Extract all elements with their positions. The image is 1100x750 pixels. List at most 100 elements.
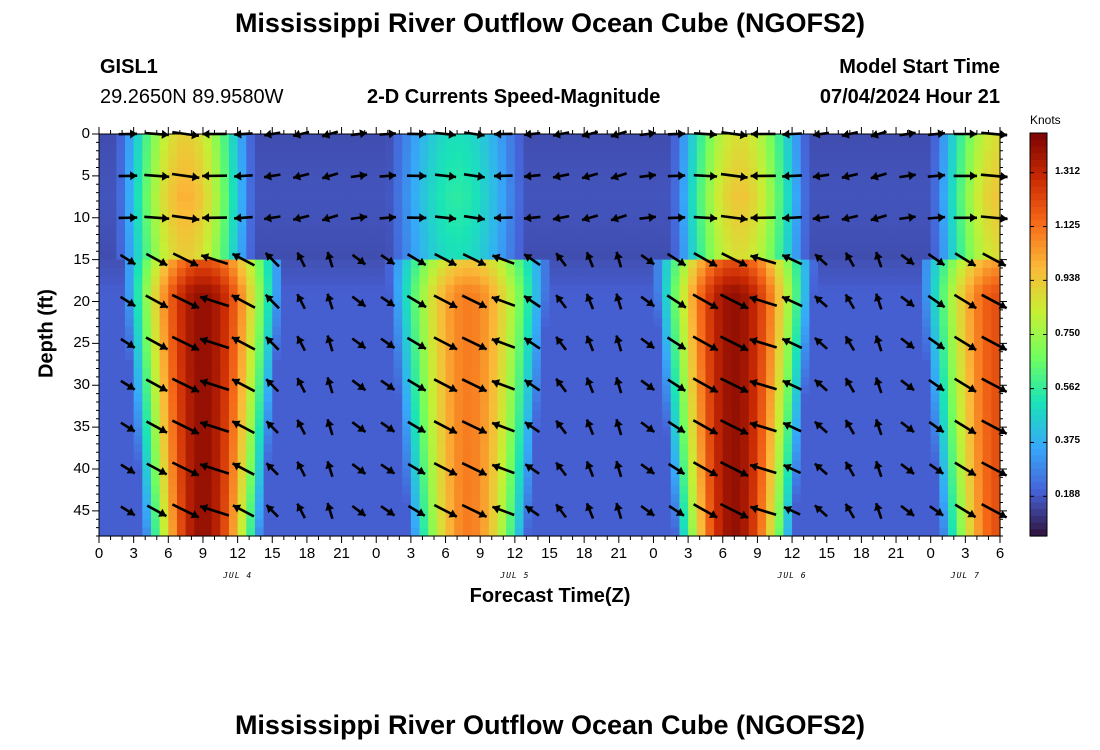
vector-arrow [693,213,718,223]
vector-arrow [118,171,138,181]
vector-arrow [461,294,488,309]
x-tick-label: 9 [476,545,485,562]
vector-arrow [640,379,656,392]
y-tick-label: 10 [73,208,90,226]
vector-arrow [263,213,281,223]
vector-arrow [782,463,802,475]
vector-arrow [406,213,427,223]
vector-arrow [900,463,915,475]
vector-arrow [199,378,230,392]
vector-arrow [900,253,915,266]
x-tick-label: 18 [853,545,870,562]
vector-arrow [555,336,568,351]
vector-arrow [749,504,777,517]
y-tick-label: 15 [73,250,90,268]
vector-arrow [782,421,802,433]
vector-arrow [523,379,541,392]
vector-arrow [844,335,856,352]
vector-arrow [171,461,200,477]
x-tick-label: 0 [372,545,381,562]
vector-arrow [406,336,427,351]
x-tick-label: 18 [298,545,316,562]
vector-arrow [407,504,426,517]
vector-arrow [119,253,137,266]
vector-arrow [321,213,339,223]
vector-arrow [614,418,623,436]
vector-arrow [407,378,427,392]
vector-arrow [927,171,946,181]
vector-arrow [783,505,801,516]
vector-arrow [692,461,719,477]
vector-arrow [380,337,396,350]
colorbar-tick-label: 0.188 [1055,489,1081,501]
vector-arrow [900,295,915,308]
vector-arrow [144,213,170,223]
vector-arrow [844,252,856,268]
vector-arrow [900,337,915,350]
vector-arrow [524,421,541,434]
vector-arrow [750,213,776,223]
vector-arrow [692,377,719,394]
vector-arrow [692,293,719,310]
vector-arrow [782,213,802,223]
vector-arrow [231,294,256,309]
vector-arrow [296,293,307,310]
vector-arrow [145,294,169,309]
vector-arrow [171,214,200,224]
vector-arrow [433,461,458,477]
x-tick-label: 15 [818,545,836,562]
vector-arrow [321,171,339,181]
vector-arrow [231,462,255,476]
vector-arrow [749,420,777,433]
vector-arrow [928,378,945,392]
vector-arrow [379,171,397,181]
vector-arrow [927,213,946,223]
x-tick-label: 9 [753,545,762,562]
colorbar-tick-label: 1.312 [1055,165,1081,177]
vector-arrow [720,214,748,223]
vector-arrow [813,462,828,476]
vector-arrow [813,295,828,308]
vector-arrow [461,503,488,518]
vector-arrow [927,252,946,267]
vector-arrow [379,213,397,223]
vector-arrow [640,337,656,350]
vector-arrow [812,171,830,181]
vector-arrow [874,293,883,310]
vector-arrow [144,171,170,181]
vector-arrow [870,171,887,181]
x-tick-label: 21 [610,545,628,562]
vector-arrow [171,503,200,519]
vector-arrow [870,213,887,223]
vector-arrow [585,460,595,478]
vector-arrow [146,504,168,518]
vector-arrow [900,421,915,434]
x-tick-label: 0 [926,545,935,562]
vector-arrow [351,504,367,517]
vector-arrow [980,213,1008,223]
vector-arrow [325,335,334,352]
vector-arrow [719,335,749,352]
x-tick-label: 15 [263,545,281,562]
vector-arrow [720,172,748,182]
vector-arrow [433,420,458,435]
vector-arrow [929,505,944,517]
vector-arrow [954,419,977,435]
x-tick-label: 6 [441,545,450,562]
vector-arrow [171,419,200,435]
vector-arrow [581,213,599,223]
vector-arrow [523,213,541,223]
vector-arrow [171,377,200,393]
vector-arrow [380,505,396,517]
vector-arrow [555,294,568,309]
vector-arrow [666,252,687,267]
vector-arrow [433,378,458,393]
vector-arrow [666,294,687,309]
y-tick-label: 45 [73,501,90,519]
vector-arrow [491,379,516,391]
y-tick-label: 20 [73,292,90,310]
vector-arrow [171,335,200,352]
x-tick-label: 0 [649,545,658,562]
vector-arrow [461,378,488,393]
